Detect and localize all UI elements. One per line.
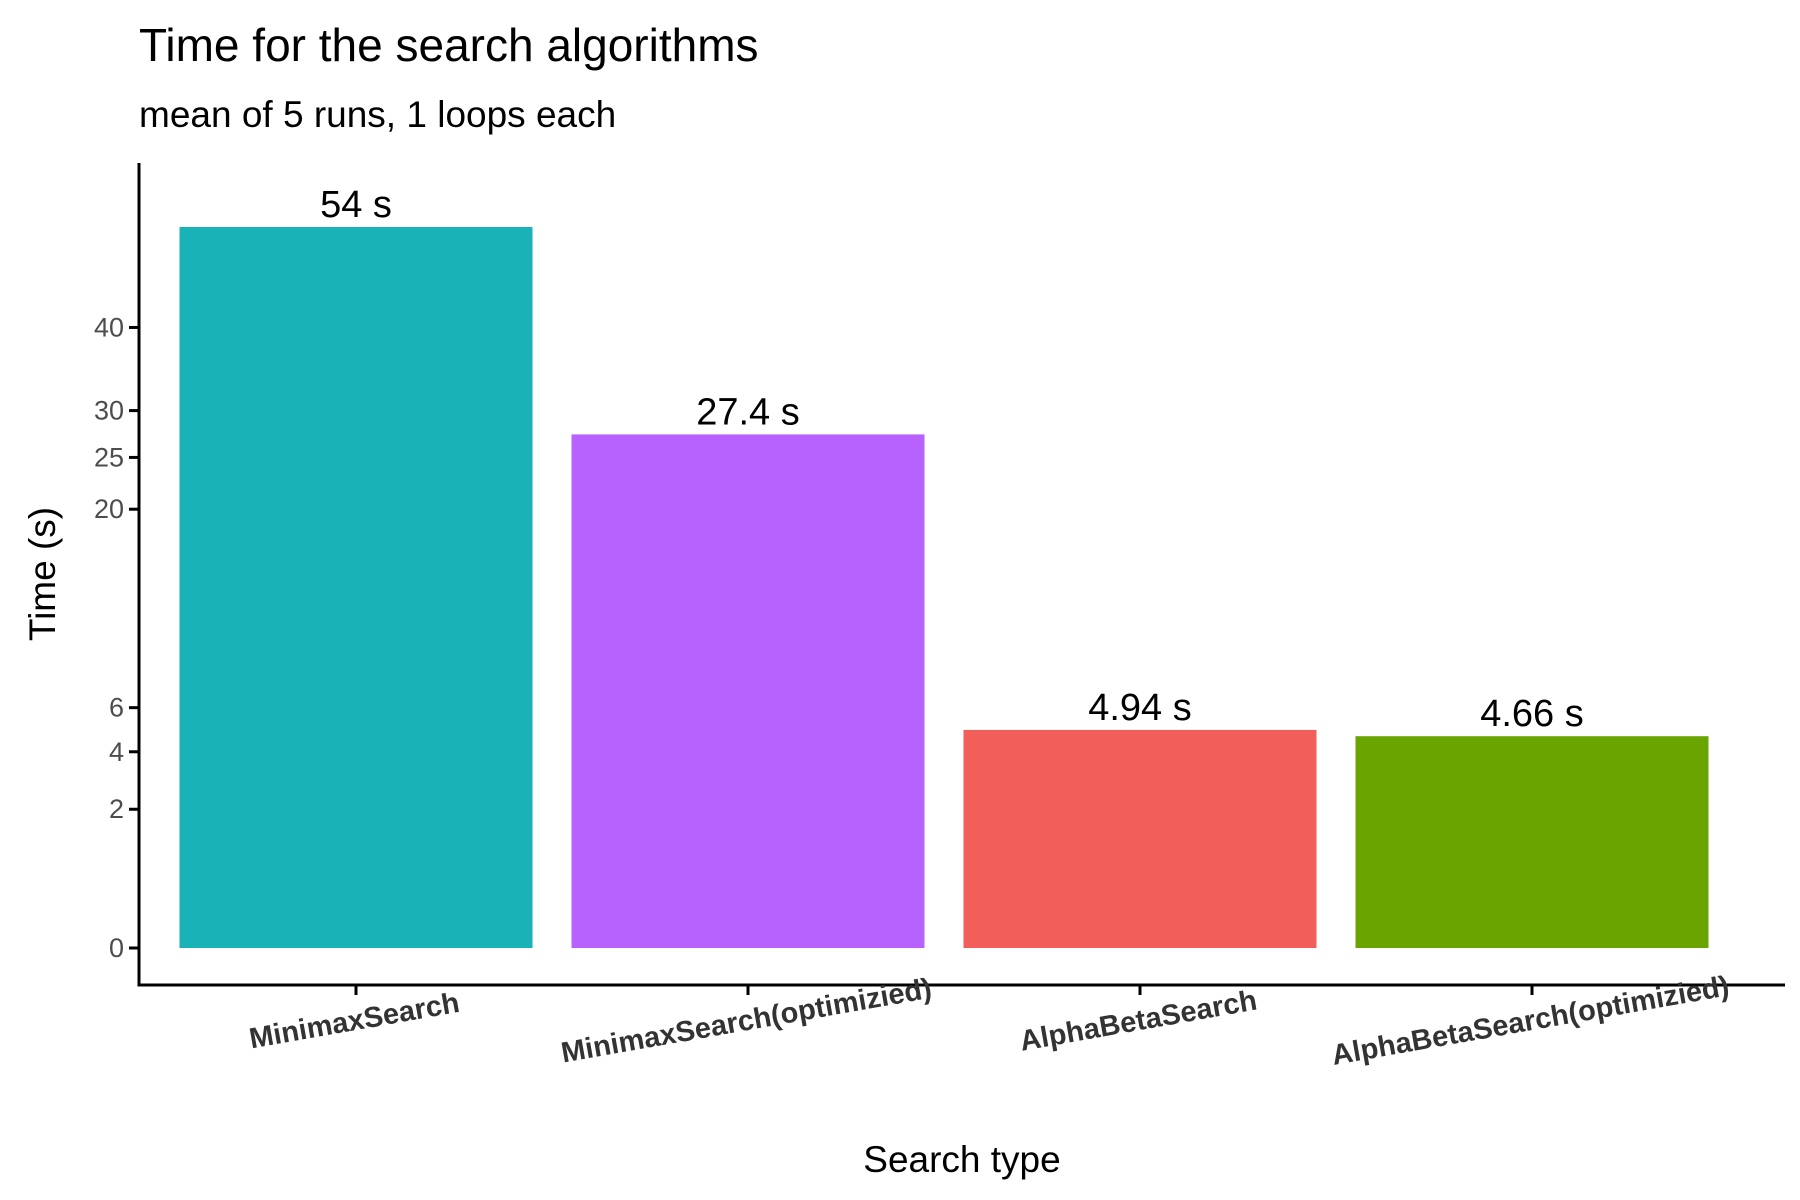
y-tick-label: 20 [94,494,124,524]
y-tick-label: 4 [109,737,124,767]
x-tick-label: MinimaxSearch [247,987,462,1055]
y-tick-label: 30 [94,396,124,426]
chart-title: Time for the search algorithms [139,19,759,71]
bar-data-label: 4.94 s [1088,687,1192,729]
y-tick-label: 25 [94,442,124,472]
x-axis-title: Search type [863,1139,1060,1180]
bar-4 [1355,736,1709,948]
bar-2 [571,434,925,948]
chart-subtitle: mean of 5 runs, 1 loops each [139,94,617,135]
y-tick-label: 40 [94,312,124,342]
y-axis-title: Time (s) [22,507,63,641]
y-tick-label: 2 [109,794,124,824]
x-tick-label: AlphaBetaSearch [1017,985,1259,1058]
bar-data-label: 27.4 s [696,391,800,433]
bar-1 [179,227,533,948]
y-tick-label: 6 [109,693,124,723]
bar-3 [963,729,1317,948]
x-tick-label: MinimaxSearch(optimizied) [559,973,934,1070]
y-tick-label: 0 [109,933,124,963]
bar-data-label: 54 s [320,184,392,226]
bar-data-label: 4.66 s [1480,693,1584,735]
